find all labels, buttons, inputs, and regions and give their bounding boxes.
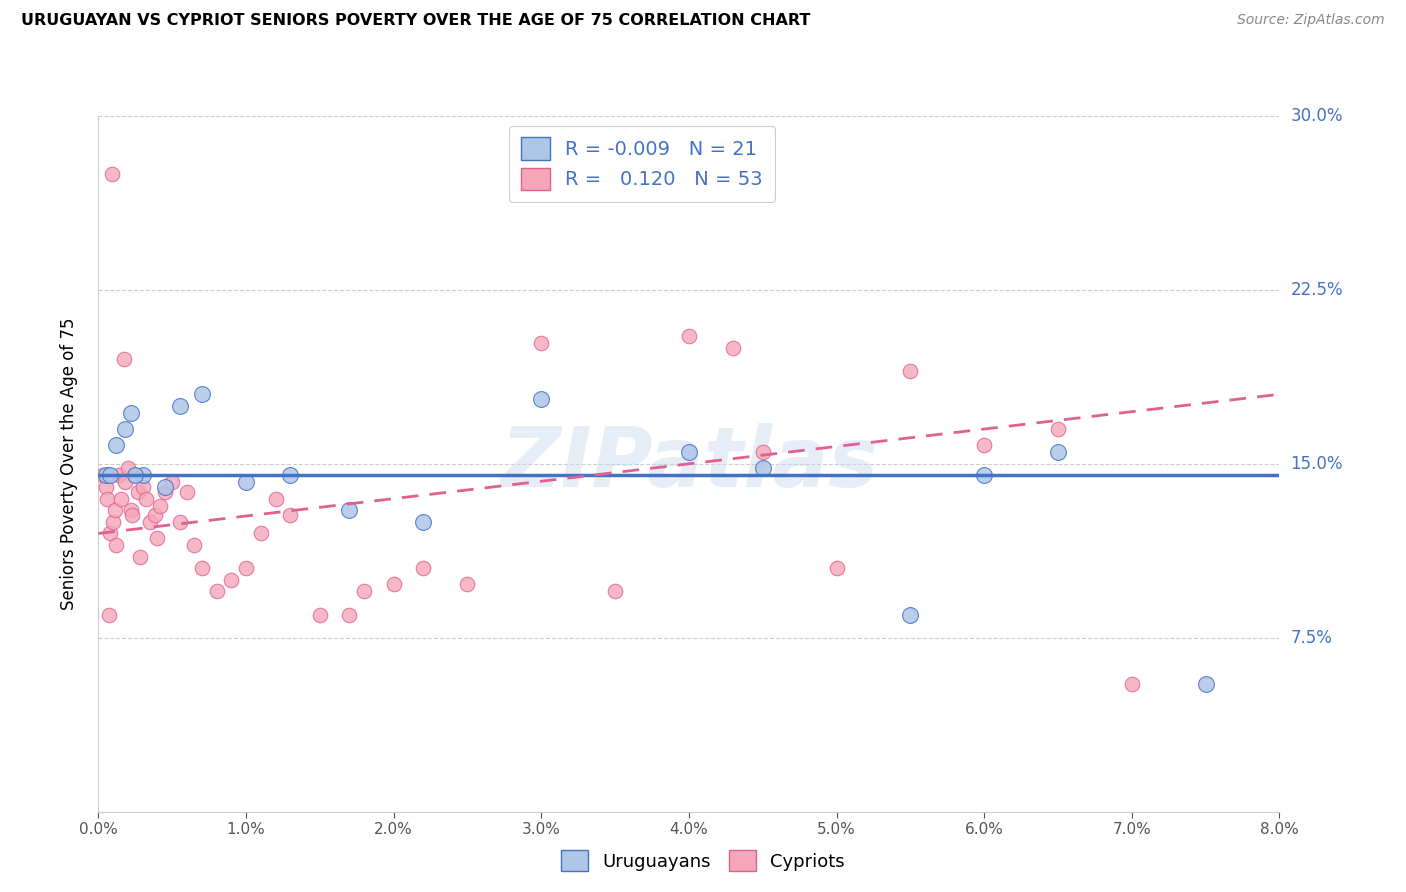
Point — [143, 508, 166, 522]
Point — [1046, 445, 1069, 459]
Point — [190, 387, 214, 401]
Point — [121, 508, 143, 522]
Point — [219, 573, 242, 587]
Point — [278, 508, 301, 522]
Point — [337, 503, 360, 517]
Point — [1194, 677, 1216, 691]
Point — [456, 577, 478, 591]
Point — [114, 475, 136, 490]
Point — [278, 468, 301, 483]
Point — [104, 503, 127, 517]
Point — [108, 468, 131, 483]
Point — [94, 468, 117, 483]
Point — [678, 329, 700, 343]
Text: 7.5%: 7.5% — [1291, 629, 1333, 647]
Point — [120, 503, 142, 517]
Point — [825, 561, 848, 575]
Point — [973, 438, 995, 452]
Point — [308, 607, 332, 622]
Point — [146, 531, 169, 545]
Legend: Uruguayans, Cypriots: Uruguayans, Cypriots — [554, 843, 852, 879]
Point — [132, 468, 155, 483]
Point — [132, 480, 155, 494]
Point — [135, 491, 157, 506]
Point — [169, 515, 191, 529]
Point — [124, 468, 146, 483]
Point — [153, 480, 176, 494]
Point — [149, 499, 172, 513]
Point — [1121, 677, 1143, 691]
Point — [183, 538, 205, 552]
Point — [264, 491, 287, 506]
Point — [190, 561, 214, 575]
Point — [1046, 422, 1069, 436]
Point — [250, 526, 273, 541]
Text: ZIPatlas: ZIPatlas — [501, 424, 877, 504]
Point — [97, 607, 120, 622]
Y-axis label: Seniors Poverty Over the Age of 75: Seniors Poverty Over the Age of 75 — [59, 318, 77, 610]
Point — [120, 406, 142, 420]
Point — [124, 468, 146, 483]
Text: Source: ZipAtlas.com: Source: ZipAtlas.com — [1237, 13, 1385, 28]
Text: 30.0%: 30.0% — [1291, 107, 1343, 125]
Point — [100, 167, 122, 181]
Point — [235, 475, 257, 490]
Point — [412, 561, 434, 575]
Point — [898, 364, 921, 378]
Point — [973, 468, 995, 483]
Point — [235, 561, 257, 575]
Point — [105, 538, 128, 552]
Point — [751, 445, 773, 459]
Point — [721, 341, 744, 355]
Point — [110, 491, 132, 506]
Point — [169, 399, 191, 413]
Point — [117, 461, 139, 475]
Point — [530, 336, 553, 351]
Point — [678, 445, 700, 459]
Point — [176, 484, 198, 499]
Point — [139, 515, 162, 529]
Point — [162, 475, 183, 490]
Point — [751, 461, 773, 475]
Point — [98, 526, 121, 541]
Point — [94, 480, 117, 494]
Point — [112, 352, 135, 367]
Point — [128, 549, 150, 564]
Point — [353, 584, 375, 599]
Text: 15.0%: 15.0% — [1291, 455, 1343, 473]
Point — [605, 584, 627, 599]
Point — [127, 484, 149, 499]
Point — [898, 607, 921, 622]
Legend: R = -0.009   N = 21, R =   0.120   N = 53: R = -0.009 N = 21, R = 0.120 N = 53 — [509, 126, 775, 202]
Point — [105, 438, 128, 452]
Point — [91, 468, 114, 483]
Text: URUGUAYAN VS CYPRIOT SENIORS POVERTY OVER THE AGE OF 75 CORRELATION CHART: URUGUAYAN VS CYPRIOT SENIORS POVERTY OVE… — [21, 13, 810, 29]
Point — [205, 584, 228, 599]
Point — [337, 607, 360, 622]
Point — [382, 577, 405, 591]
Point — [96, 491, 118, 506]
Point — [530, 392, 553, 406]
Point — [103, 515, 125, 529]
Point — [153, 484, 176, 499]
Point — [114, 422, 136, 436]
Text: 22.5%: 22.5% — [1291, 281, 1343, 299]
Point — [412, 515, 434, 529]
Point — [98, 468, 121, 483]
